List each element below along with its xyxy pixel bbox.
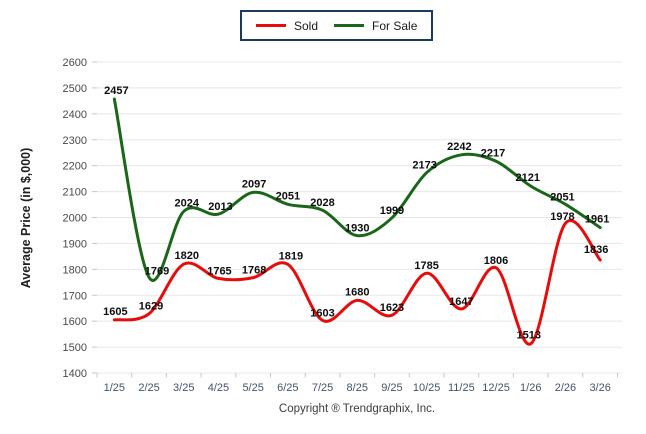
x-tick-label: 10/25 [413,382,441,394]
sold-data-label: 1768 [242,265,266,277]
sold-data-label: 1647 [449,296,473,308]
y-tick-label: 2500 [63,83,87,95]
sold-data-label: 1806 [484,255,508,267]
x-tick-label: 8/25 [347,382,368,394]
for-sale-data-label: 2028 [310,197,334,209]
legend-item-for-sale[interactable]: For Sale [334,19,417,33]
sold-data-label: 1785 [414,260,438,272]
for-sale-data-label: 2242 [447,141,471,153]
x-tick-label: 3/25 [173,382,194,394]
y-tick-label: 1800 [63,264,87,276]
sold-data-label: 1513 [517,330,541,342]
for-sale-data-label: 2024 [175,197,200,209]
for-sale-data-label: 1999 [380,205,404,217]
x-tick-label: 2/25 [138,382,159,394]
y-tick-label: 2600 [63,57,87,69]
sold-data-label: 1680 [345,286,369,298]
x-tick-label: 7/25 [312,382,333,394]
for-sale-data-label: 2173 [412,160,436,172]
legend-item-sold[interactable]: Sold [256,19,318,33]
sold-data-label: 1603 [310,307,334,319]
y-tick-label: 2200 [63,161,87,173]
for-sale-line-swatch [334,24,365,27]
sold-data-label: 1978 [550,211,574,223]
for-sale-data-label: 2217 [481,147,505,159]
for-sale-data-label: 1930 [345,223,369,235]
sold-data-label: 1605 [103,306,127,318]
y-tick-label: 1900 [63,238,87,250]
x-tick-label: 1/25 [104,382,125,394]
for-sale-data-label: 2457 [104,85,128,97]
for-sale-data-label: 2051 [276,190,300,202]
x-tick-label: 2/26 [555,382,576,394]
x-tick-label: 5/25 [242,382,263,394]
sold-data-label: 1623 [380,302,404,314]
x-tick-label: 11/25 [448,382,475,394]
for-sale-series-line [112,97,602,282]
sold-data-label: 1836 [584,244,608,256]
sold-series-line [112,219,602,346]
x-tick-label: 12/25 [482,382,510,394]
y-tick-label: 2100 [63,187,87,199]
for-sale-data-label: 2051 [550,191,574,203]
x-tick-label: 3/26 [589,382,610,394]
sold-line-swatch [256,24,286,27]
legend-label-sold: Sold [294,18,319,33]
x-tick-label: 6/25 [277,382,298,394]
y-tick-label: 1500 [63,342,87,354]
y-tick-label: 1700 [63,290,87,302]
sold-data-label: 1629 [139,301,163,313]
x-tick-label: 9/25 [381,382,402,394]
y-tick-label: 1400 [63,368,87,380]
copyright-text: Copyright ® Trendgraphix, Inc. [278,403,436,415]
y-tick-label: 2000 [63,213,87,225]
for-sale-data-label: 2121 [516,172,540,184]
for-sale-data-label: 2097 [242,178,266,190]
y-tick-label: 1600 [63,316,87,328]
x-tick-label: 4/25 [208,382,229,394]
sold-data-label: 1765 [207,265,231,277]
for-sale-data-label: 1769 [145,265,169,277]
y-axis-title: Average Price (in $,000) [19,148,33,289]
for-sale-data-label: 1961 [585,214,609,226]
x-tick-label: 1/26 [520,382,541,394]
legend: Sold For Sale [240,10,434,41]
y-tick-label: 2400 [63,109,87,121]
y-tick-label: 2300 [63,135,87,147]
sold-data-label: 1820 [175,250,199,262]
legend-label-for-sale: For Sale [372,18,418,33]
for-sale-data-label: 2013 [208,201,232,213]
sold-data-label: 1819 [279,250,303,262]
